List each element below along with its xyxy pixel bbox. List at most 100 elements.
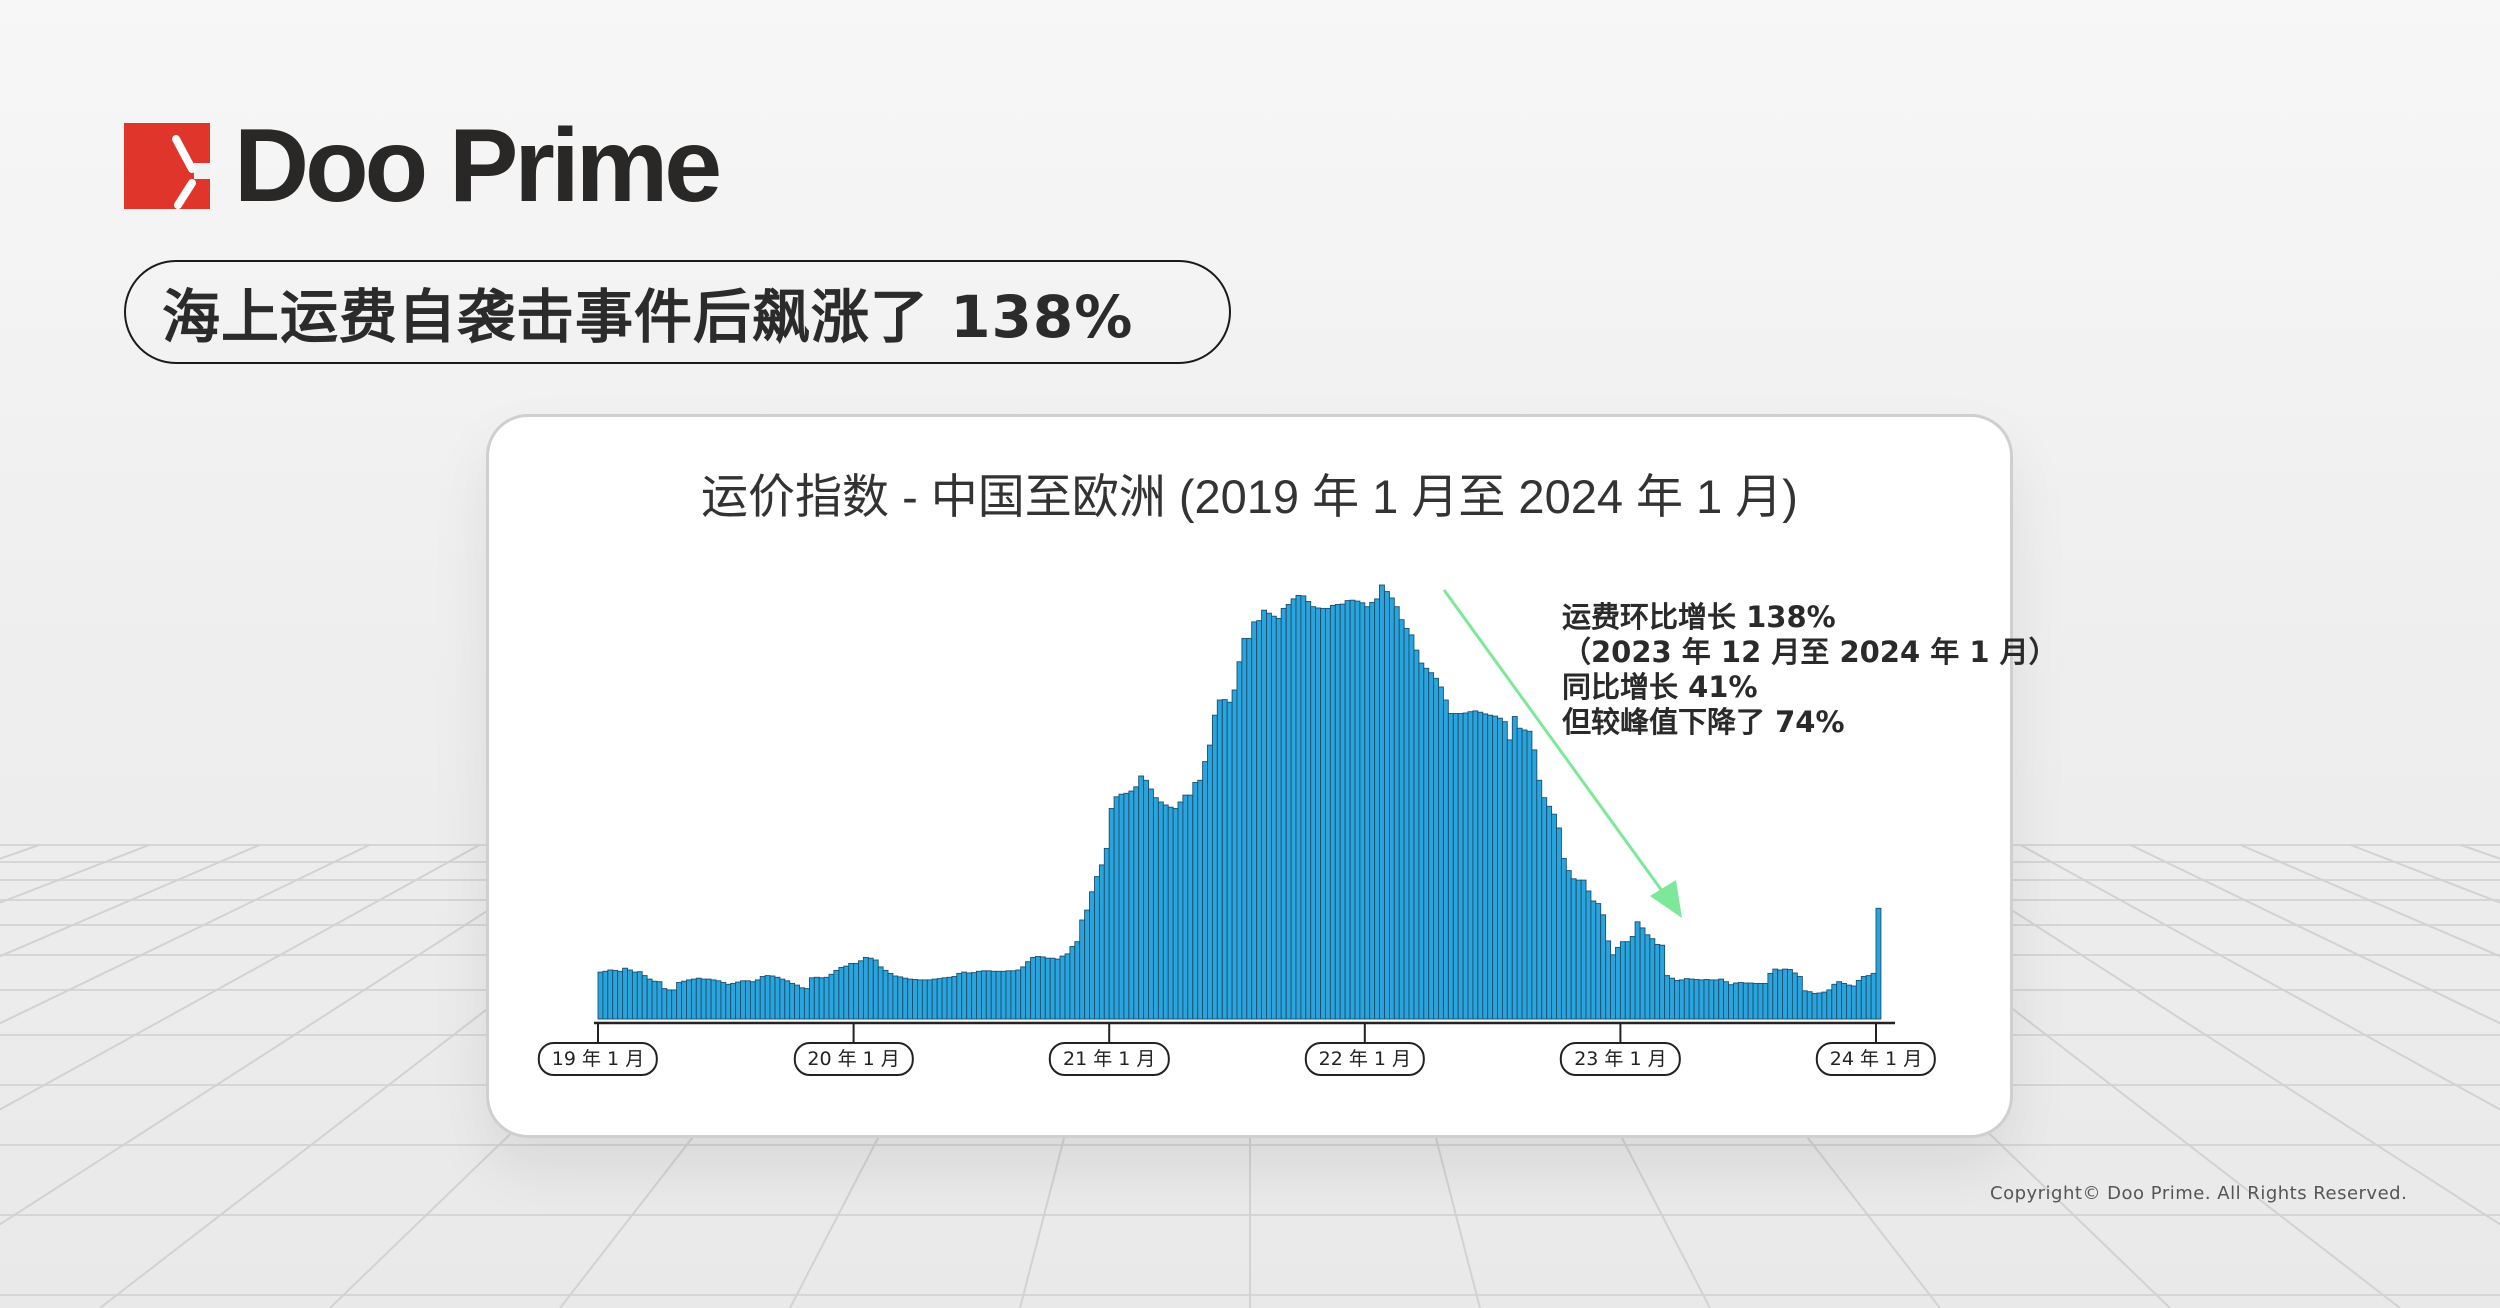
bar: [848, 962, 855, 1020]
bar: [661, 988, 668, 1020]
bar: [1501, 721, 1508, 1020]
bar: [789, 982, 796, 1020]
bar: [1816, 992, 1823, 1020]
bar: [671, 989, 678, 1020]
copyright: Copyright© Doo Prime. All Rights Reserve…: [1990, 1183, 2408, 1204]
logo-text: Doo Prime: [234, 108, 722, 224]
bar: [1020, 966, 1027, 1020]
bar: [1846, 984, 1852, 1020]
bar: [813, 976, 820, 1020]
bar: [1064, 953, 1071, 1020]
bar: [1497, 717, 1503, 1020]
bar: [1094, 876, 1100, 1020]
bar: [799, 987, 805, 1020]
bar: [818, 977, 825, 1020]
bar: [1831, 983, 1838, 1020]
bar: [985, 970, 992, 1020]
annotation-line: 但较峰值下降了 74%: [1562, 705, 1845, 739]
bar: [1541, 797, 1548, 1020]
bar: [1374, 598, 1380, 1020]
trend-arrow-line: [1442, 589, 1667, 896]
bar: [1403, 627, 1410, 1020]
bar: [1772, 968, 1779, 1020]
bar: [1718, 978, 1725, 1020]
bar: [1703, 979, 1710, 1020]
bar: [1398, 619, 1405, 1020]
bar: [1865, 975, 1872, 1020]
bar: [740, 980, 746, 1020]
grid-line: [0, 844, 480, 1111]
bar: [872, 959, 879, 1020]
bar: [666, 989, 673, 1020]
x-tick-label: 21 年 1 月: [1048, 1042, 1170, 1076]
bar: [1344, 600, 1351, 1020]
bar: [1674, 979, 1680, 1020]
bar: [1531, 749, 1538, 1020]
bar: [971, 972, 977, 1020]
bar: [612, 969, 619, 1020]
bar: [686, 979, 692, 1020]
bar: [1133, 786, 1140, 1020]
bar: [1423, 667, 1430, 1020]
bar: [1747, 982, 1754, 1020]
doo-prime-logo-mark-icon: [124, 123, 210, 209]
bar: [1708, 979, 1715, 1020]
bar: [1305, 601, 1312, 1020]
bar: [636, 971, 643, 1020]
bar: [843, 965, 850, 1020]
bar: [1678, 979, 1685, 1020]
bar: [1236, 661, 1243, 1020]
bar: [1413, 649, 1420, 1020]
bar: [1226, 701, 1233, 1020]
bar: [907, 978, 914, 1020]
bar: [1089, 891, 1095, 1020]
bar: [1433, 677, 1439, 1020]
bar: [926, 979, 933, 1020]
doo-prime-logo: Doo Prime: [124, 114, 722, 218]
bar: [1192, 782, 1199, 1020]
bar: [995, 970, 1002, 1020]
x-tick-label: 24 年 1 月: [1815, 1042, 1937, 1076]
bar: [1556, 827, 1562, 1020]
bar: [1610, 954, 1616, 1020]
bar: [1826, 989, 1833, 1020]
bar: [1688, 978, 1695, 1020]
bar: [1103, 847, 1110, 1020]
bar: [1787, 969, 1793, 1020]
bar: [1123, 792, 1130, 1020]
bar: [1246, 637, 1253, 1020]
grid-line: [2130, 844, 2500, 1025]
bar: [1467, 711, 1474, 1020]
bar: [1039, 956, 1046, 1020]
bar: [1570, 878, 1577, 1020]
bar: [631, 971, 638, 1020]
bar: [1388, 597, 1395, 1020]
bar: [1084, 909, 1090, 1020]
bar: [622, 967, 628, 1020]
bar: [774, 976, 781, 1020]
bar: [833, 969, 840, 1020]
bar: [1428, 672, 1435, 1020]
bar: [749, 981, 756, 1020]
bar: [745, 980, 751, 1020]
bar: [1855, 979, 1862, 1020]
bar: [1728, 984, 1734, 1020]
annotation-line: （2023 年 12 月至 2024 年 1 月）: [1562, 635, 2058, 669]
bar: [1300, 595, 1307, 1020]
bar: [1177, 801, 1184, 1020]
bar: [641, 975, 648, 1020]
bar: [602, 970, 609, 1020]
bar: [1452, 713, 1459, 1020]
bar: [1035, 956, 1041, 1020]
bar: [1590, 900, 1597, 1020]
bar: [1010, 970, 1017, 1020]
bar: [917, 979, 923, 1020]
bar: [1025, 961, 1031, 1020]
bar: [1841, 982, 1847, 1020]
bar: [607, 969, 614, 1020]
bar: [1659, 944, 1666, 1020]
bar: [1683, 978, 1690, 1020]
grid-line: [0, 844, 260, 958]
bar: [1049, 957, 1056, 1020]
